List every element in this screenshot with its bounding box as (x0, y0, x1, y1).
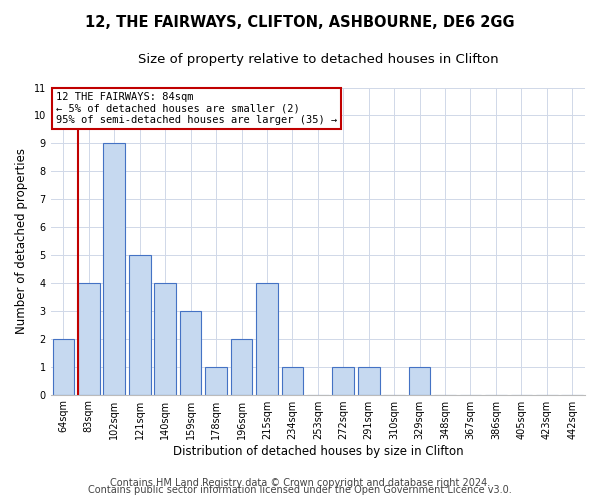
Text: 12, THE FAIRWAYS, CLIFTON, ASHBOURNE, DE6 2GG: 12, THE FAIRWAYS, CLIFTON, ASHBOURNE, DE… (85, 15, 515, 30)
Text: Contains public sector information licensed under the Open Government Licence v3: Contains public sector information licen… (88, 485, 512, 495)
Bar (205, 366, 227, 394)
Title: Size of property relative to detached houses in Clifton: Size of property relative to detached ho… (137, 52, 498, 66)
Text: 12 THE FAIRWAYS: 84sqm
← 5% of detached houses are smaller (2)
95% of semi-detac: 12 THE FAIRWAYS: 84sqm ← 5% of detached … (56, 92, 337, 126)
Bar (358, 366, 380, 394)
Bar (180, 311, 202, 394)
Bar (256, 283, 278, 395)
X-axis label: Distribution of detached houses by size in Clifton: Distribution of detached houses by size … (173, 444, 463, 458)
Bar (129, 255, 151, 394)
Bar (154, 283, 176, 395)
Bar (78, 283, 100, 395)
Text: Contains HM Land Registry data © Crown copyright and database right 2024.: Contains HM Land Registry data © Crown c… (110, 478, 490, 488)
Bar (281, 366, 303, 394)
Bar (332, 366, 354, 394)
Bar (409, 366, 430, 394)
Bar (230, 339, 253, 394)
Bar (103, 144, 125, 394)
Bar (53, 339, 74, 394)
Y-axis label: Number of detached properties: Number of detached properties (15, 148, 28, 334)
